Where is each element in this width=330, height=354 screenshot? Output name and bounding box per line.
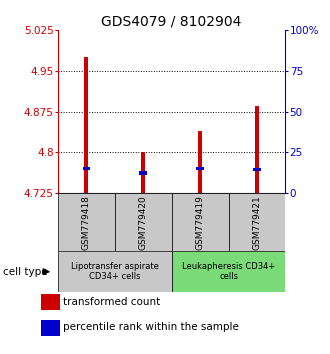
- Text: transformed count: transformed count: [63, 297, 160, 307]
- Text: GSM779419: GSM779419: [196, 195, 205, 250]
- Bar: [198, 131, 202, 193]
- Bar: [172, 251, 285, 292]
- Text: cell type: cell type: [3, 267, 48, 277]
- Bar: [172, 193, 228, 251]
- Bar: [141, 152, 146, 193]
- Bar: [255, 106, 259, 193]
- Bar: [84, 57, 88, 193]
- Text: Lipotransfer aspirate
CD34+ cells: Lipotransfer aspirate CD34+ cells: [71, 262, 159, 281]
- Bar: [228, 193, 285, 251]
- Bar: [115, 193, 172, 251]
- Bar: [82, 167, 90, 170]
- Bar: [140, 171, 147, 175]
- Text: GSM779420: GSM779420: [139, 195, 148, 250]
- Bar: [58, 251, 172, 292]
- Bar: [41, 294, 60, 310]
- Bar: [58, 193, 115, 251]
- Text: percentile rank within the sample: percentile rank within the sample: [63, 322, 239, 332]
- Bar: [253, 168, 261, 171]
- Text: GSM779421: GSM779421: [252, 195, 261, 250]
- Bar: [196, 167, 204, 170]
- Text: GSM779418: GSM779418: [82, 195, 91, 250]
- Text: Leukapheresis CD34+
cells: Leukapheresis CD34+ cells: [182, 262, 275, 281]
- Bar: [41, 320, 60, 336]
- Title: GDS4079 / 8102904: GDS4079 / 8102904: [101, 15, 242, 29]
